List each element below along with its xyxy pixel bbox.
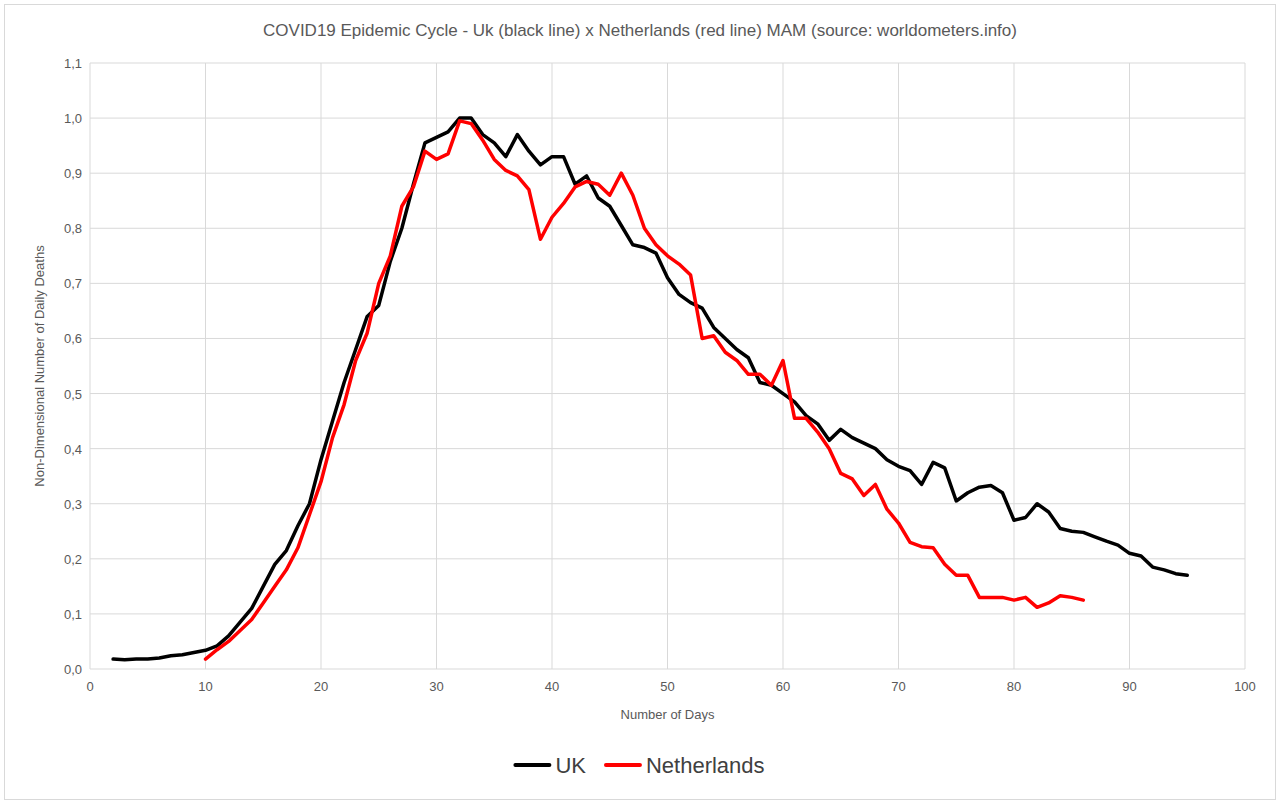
tick-label: 20 bbox=[314, 679, 328, 694]
tick-label: 0,5 bbox=[64, 387, 82, 402]
tick-label: 60 bbox=[776, 679, 790, 694]
tick-label: 50 bbox=[660, 679, 674, 694]
grid-line bbox=[552, 63, 553, 669]
grid bbox=[90, 63, 1245, 669]
tick-label: 100 bbox=[1234, 679, 1256, 694]
tick-label: 0,2 bbox=[64, 552, 82, 567]
tick-label: 10 bbox=[198, 679, 212, 694]
grid-line bbox=[205, 63, 206, 669]
plot-area bbox=[113, 118, 1187, 660]
chart: 0,0 0,1 0,2 0,3 0,4 0,5 0,6 0,7 0,8 0,9 1,0 1,1 0 10 2… bbox=[0, 0, 1280, 805]
tick-label: 90 bbox=[1122, 679, 1136, 694]
tick-label: 0,3 bbox=[64, 497, 82, 512]
grid-line bbox=[1129, 63, 1130, 669]
title: COVID19 Epidemic Cycle - Uk (black line)… bbox=[263, 21, 1017, 40]
legend-label: Netherlands bbox=[646, 753, 765, 778]
legend-swatch bbox=[515, 763, 549, 767]
tick-label: 0,9 bbox=[64, 166, 82, 181]
tick-label: 30 bbox=[429, 679, 443, 694]
tick-label: 0 bbox=[86, 679, 93, 694]
tick-label: 1,0 bbox=[64, 111, 82, 126]
grid-line bbox=[436, 63, 437, 669]
tick-label: 0,7 bbox=[64, 276, 82, 291]
tick-label: 70 bbox=[891, 679, 905, 694]
legend-swatch bbox=[606, 763, 640, 767]
grid-line bbox=[898, 63, 899, 669]
legend-label: UK bbox=[555, 753, 586, 778]
grid-line bbox=[321, 63, 322, 669]
chart-border bbox=[5, 5, 1276, 800]
tick-label: 1,1 bbox=[64, 56, 82, 71]
grid-line bbox=[667, 63, 668, 669]
x-axis-label: Number of Days bbox=[621, 707, 715, 722]
grid-line bbox=[1245, 63, 1246, 669]
series-line bbox=[113, 118, 1187, 660]
tick-label: 0,0 bbox=[64, 662, 82, 677]
background bbox=[0, 0, 1280, 805]
y-axis-label: Non-Dimensional Number of Daily Deaths bbox=[32, 245, 47, 487]
tick-label: 0,8 bbox=[64, 221, 82, 236]
legend: UK Netherlands bbox=[515, 753, 764, 778]
grid-line bbox=[1014, 63, 1015, 669]
series-line bbox=[206, 121, 1084, 659]
tick-label: 0,1 bbox=[64, 607, 82, 622]
tick-label: 80 bbox=[1007, 679, 1021, 694]
grid-line bbox=[90, 63, 91, 669]
tick-label: 40 bbox=[545, 679, 559, 694]
tick-label: 0,6 bbox=[64, 331, 82, 346]
tick-label: 0,4 bbox=[64, 442, 82, 457]
